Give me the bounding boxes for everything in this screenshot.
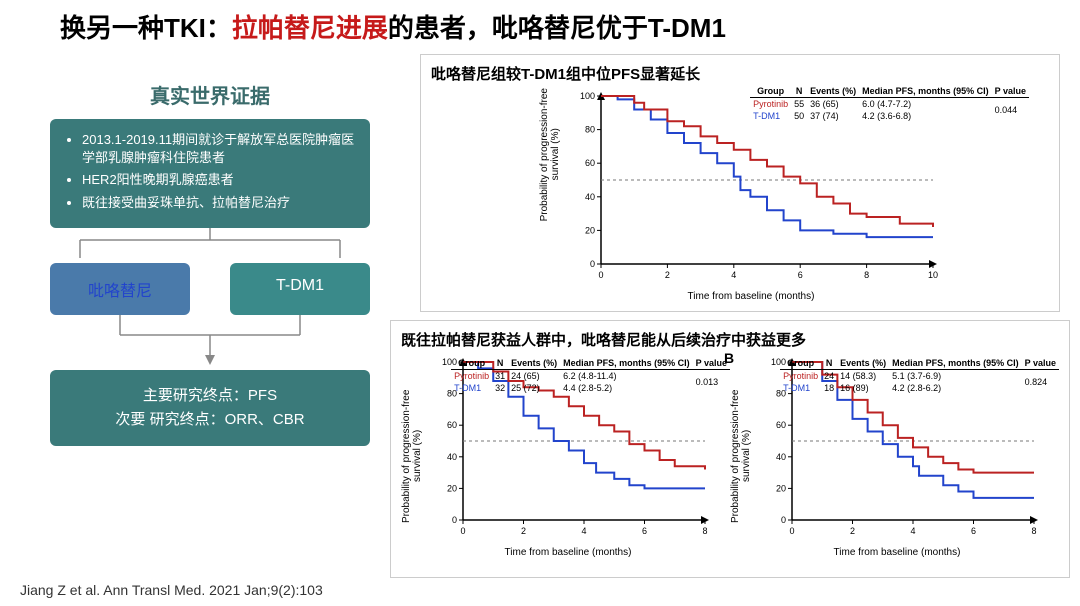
xlabel-bl: Time from baseline (months) — [423, 547, 713, 558]
svg-text:40: 40 — [776, 452, 786, 462]
panel-bottom: 既往拉帕替尼获益人群中，吡咯替尼能从后续治疗中获益更多 Probability … — [390, 320, 1070, 578]
svg-text:10: 10 — [928, 270, 938, 280]
title-red: 拉帕替尼进展 — [232, 13, 388, 43]
svg-text:6: 6 — [798, 270, 803, 280]
panel-top-title: 吡咯替尼组较T-DM1组中位PFS显著延长 — [431, 63, 1049, 84]
svg-text:2: 2 — [665, 270, 670, 280]
svg-text:0: 0 — [460, 526, 465, 536]
ylabel-br: Probability of progression-freesurvival … — [730, 354, 752, 558]
svg-text:20: 20 — [447, 483, 457, 493]
svg-text:2: 2 — [521, 526, 526, 536]
endpoint-line-2: 次要 研究终点：ORR、CBR — [64, 408, 356, 432]
km-table-bl: GroupNEvents (%)Median PFS, months (95% … — [451, 357, 730, 394]
svg-text:0: 0 — [452, 515, 457, 525]
evidence-title: 真实世界证据 — [50, 80, 370, 109]
svg-text:20: 20 — [585, 225, 595, 235]
intro-bullet: 既往接受曲妥珠单抗、拉帕替尼治疗 — [82, 194, 356, 212]
svg-text:6: 6 — [971, 526, 976, 536]
endpoint-line-1: 主要研究终点：PFS — [64, 384, 356, 408]
flowchart: 真实世界证据 2013.1-2019.11期间就诊于解放军总医院肿瘤医学部乳腺肿… — [50, 80, 370, 446]
intro-box: 2013.1-2019.11期间就诊于解放军总医院肿瘤医学部乳腺肿瘤科住院患者 H… — [50, 119, 370, 228]
xlabel-top: Time from baseline (months) — [561, 291, 941, 302]
panel-top: 吡咯替尼组较T-DM1组中位PFS显著延长 Probability of pro… — [420, 54, 1060, 312]
svg-text:60: 60 — [447, 420, 457, 430]
svg-text:8: 8 — [1031, 526, 1036, 536]
title-part-a: 换另一种TKI： — [60, 13, 232, 43]
arm-tdm1: T-DM1 — [230, 263, 370, 315]
slide-title: 换另一种TKI：拉帕替尼进展的患者，吡咯替尼优于T-DM1 — [60, 8, 726, 45]
svg-text:4: 4 — [731, 270, 736, 280]
svg-text:0: 0 — [781, 515, 786, 525]
svg-text:2: 2 — [850, 526, 855, 536]
svg-text:20: 20 — [776, 483, 786, 493]
svg-text:0: 0 — [590, 259, 595, 269]
flow-connector-bottom — [50, 315, 370, 365]
arm-pyrotinib: 吡咯替尼 — [50, 263, 190, 315]
endpoint-box: 主要研究终点：PFS 次要 研究终点：ORR、CBR — [50, 370, 370, 446]
panel-bottom-title: 既往拉帕替尼获益人群中，吡咯替尼能从后续治疗中获益更多 — [401, 329, 1059, 350]
svg-text:60: 60 — [585, 158, 595, 168]
intro-bullet: 2013.1-2019.11期间就诊于解放军总医院肿瘤医学部乳腺肿瘤科住院患者 — [82, 131, 356, 167]
svg-text:4: 4 — [910, 526, 915, 536]
svg-text:4: 4 — [581, 526, 586, 536]
svg-text:8: 8 — [864, 270, 869, 280]
xlabel-br: Time from baseline (months) — [752, 547, 1042, 558]
svg-text:40: 40 — [447, 452, 457, 462]
svg-text:0: 0 — [598, 270, 603, 280]
ylabel-bl: Probability of progression-freesurvival … — [401, 354, 423, 558]
intro-bullet: HER2阳性晚期乳腺癌患者 — [82, 171, 356, 189]
citation: Jiang Z et al. Ann Transl Med. 2021 Jan;… — [20, 582, 323, 598]
flow-connector-top — [50, 228, 370, 258]
svg-text:100: 100 — [580, 91, 595, 101]
ylabel-top: Probability of progression-freesurvival … — [539, 88, 561, 221]
svg-text:60: 60 — [776, 420, 786, 430]
km-table-br: GroupNEvents (%)Median PFS, months (95% … — [780, 357, 1059, 394]
svg-text:6: 6 — [642, 526, 647, 536]
svg-text:8: 8 — [702, 526, 707, 536]
title-part-b: 的患者，吡咯替尼优于T-DM1 — [388, 13, 726, 43]
km-table-top: GroupNEvents (%)Median PFS, months (95% … — [750, 85, 1029, 122]
svg-text:0: 0 — [789, 526, 794, 536]
svg-text:80: 80 — [585, 125, 595, 135]
svg-text:40: 40 — [585, 192, 595, 202]
